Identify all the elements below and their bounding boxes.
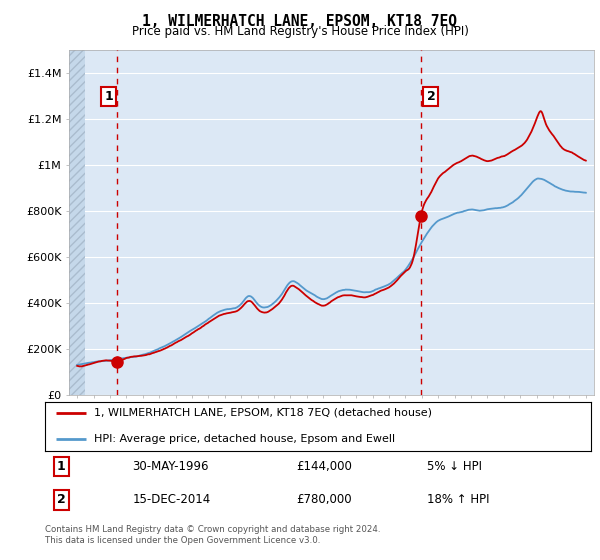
Text: HPI: Average price, detached house, Epsom and Ewell: HPI: Average price, detached house, Epso… bbox=[94, 433, 395, 444]
Text: 2: 2 bbox=[57, 493, 66, 506]
Text: 1, WILMERHATCH LANE, EPSOM, KT18 7EQ (detached house): 1, WILMERHATCH LANE, EPSOM, KT18 7EQ (de… bbox=[94, 408, 432, 418]
Text: 30-MAY-1996: 30-MAY-1996 bbox=[133, 460, 209, 473]
Text: 18% ↑ HPI: 18% ↑ HPI bbox=[427, 493, 490, 506]
Text: 1: 1 bbox=[57, 460, 66, 473]
Text: Price paid vs. HM Land Registry's House Price Index (HPI): Price paid vs. HM Land Registry's House … bbox=[131, 25, 469, 38]
Bar bbox=[69, 50, 85, 395]
Text: 1, WILMERHATCH LANE, EPSOM, KT18 7EQ: 1, WILMERHATCH LANE, EPSOM, KT18 7EQ bbox=[143, 14, 458, 29]
Text: 1: 1 bbox=[104, 90, 113, 103]
Text: £144,000: £144,000 bbox=[296, 460, 352, 473]
Text: Contains HM Land Registry data © Crown copyright and database right 2024.
This d: Contains HM Land Registry data © Crown c… bbox=[45, 525, 380, 545]
Text: £780,000: £780,000 bbox=[296, 493, 352, 506]
Text: 15-DEC-2014: 15-DEC-2014 bbox=[133, 493, 211, 506]
Text: 5% ↓ HPI: 5% ↓ HPI bbox=[427, 460, 482, 473]
Text: 2: 2 bbox=[427, 90, 435, 103]
